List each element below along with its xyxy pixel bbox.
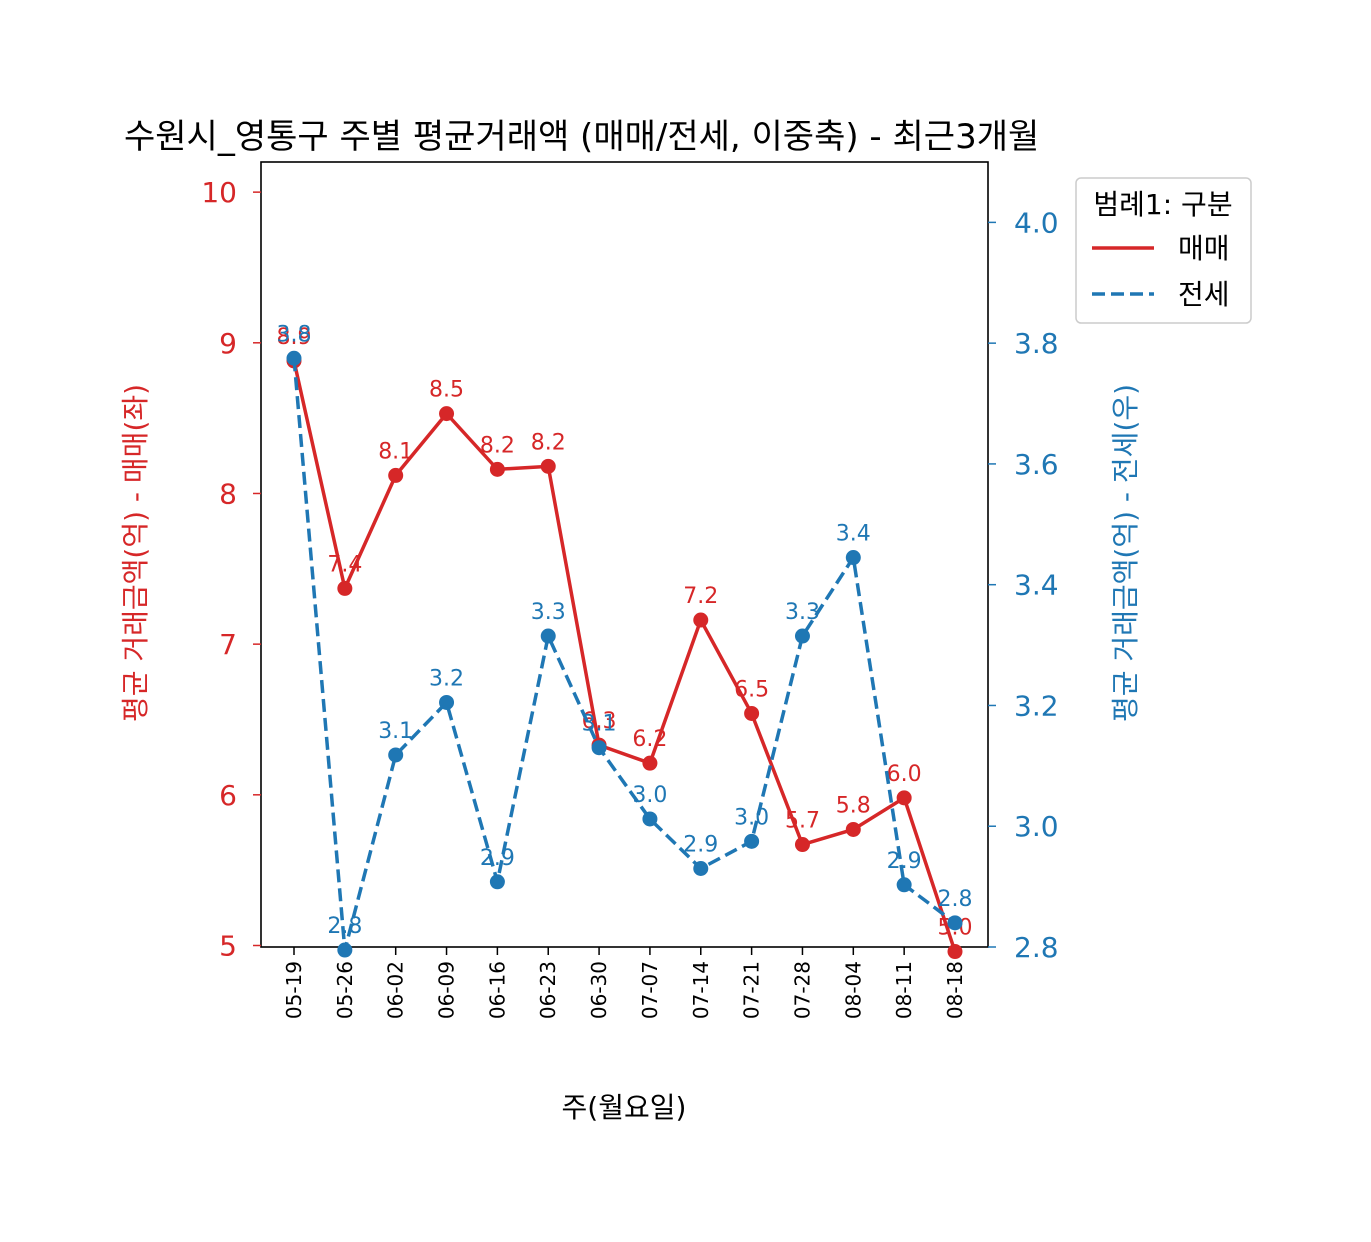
legend-box bbox=[1075, 177, 1252, 324]
data-label-jeonse: 2.9 bbox=[683, 833, 718, 858]
data-label-jeonse: 3.0 bbox=[734, 805, 769, 830]
legend-label-jeonse: 전세 bbox=[1178, 278, 1230, 311]
right-y-tick-label: 3.2 bbox=[1014, 689, 1059, 722]
data-label-sale: 8.9 bbox=[277, 325, 312, 350]
data-label-sale: 5.7 bbox=[785, 809, 820, 834]
left-y-tick-label: 7 bbox=[219, 628, 237, 661]
data-label-sale: 8.1 bbox=[378, 439, 413, 464]
data-point-sale bbox=[489, 461, 505, 477]
right-y-tick-label: 3.4 bbox=[1014, 569, 1059, 602]
right-y-axis-label: 평균 거래금액(억) - 전세(우) bbox=[1109, 384, 1142, 722]
left-y-tick-label: 10 bbox=[201, 176, 237, 209]
x-tick-label: 05-19 bbox=[282, 961, 306, 1019]
data-point-sale bbox=[744, 705, 760, 721]
data-label-sale: 6.0 bbox=[887, 762, 922, 787]
plot-frame bbox=[260, 161, 989, 948]
x-tick-label: 08-18 bbox=[943, 961, 967, 1019]
data-point-sale bbox=[947, 944, 963, 960]
series-line-sale bbox=[292, 360, 957, 953]
data-label-sale: 7.2 bbox=[683, 584, 718, 609]
x-tick-label: 06-16 bbox=[485, 961, 509, 1019]
right-y-tick-label: 3.6 bbox=[1014, 448, 1059, 481]
data-label-sale: 8.2 bbox=[480, 433, 515, 458]
x-tick-label: 07-28 bbox=[790, 961, 814, 1019]
data-label-jeonse: 2.8 bbox=[327, 914, 362, 939]
data-label-jeonse: 3.3 bbox=[785, 600, 820, 625]
data-label-jeonse: 3.8 bbox=[277, 322, 312, 347]
x-axis-label: 주(월요일) bbox=[562, 1091, 687, 1124]
left-y-axis-label: 평균 거래금액(억) - 매매(좌) bbox=[119, 384, 152, 722]
data-label-jeonse: 2.9 bbox=[887, 849, 922, 874]
data-point-jeonse bbox=[642, 811, 658, 827]
plot-area: 05-19 05-26 06-02 06-09 06-16 06-23 06-30 07-07… bbox=[201, 161, 1059, 1019]
data-point-sale bbox=[388, 467, 404, 483]
data-point-jeonse bbox=[845, 550, 861, 566]
x-tick-label: 08-04 bbox=[841, 961, 865, 1019]
right-y-tick-label: 3.8 bbox=[1014, 327, 1059, 360]
x-tick-label: 06-23 bbox=[536, 961, 560, 1019]
chart-title: 수원시_영통구 주별 평균거래액 (매매/전세, 이중축) - 최근3개월 bbox=[124, 117, 1039, 157]
data-point-jeonse bbox=[388, 747, 404, 763]
data-point-jeonse bbox=[337, 942, 353, 958]
data-label-jeonse: 3.0 bbox=[632, 783, 667, 808]
data-point-jeonse bbox=[489, 874, 505, 890]
data-label-sale: 7.4 bbox=[327, 552, 362, 577]
data-point-jeonse bbox=[439, 694, 455, 710]
data-point-sale bbox=[896, 790, 912, 806]
legend-label-sale: 매매 bbox=[1178, 232, 1230, 265]
data-label-sale: 6.2 bbox=[632, 727, 667, 752]
data-label-jeonse: 2.9 bbox=[480, 846, 515, 871]
data-point-sale bbox=[642, 755, 658, 771]
data-label-sale: 6.3 bbox=[582, 709, 617, 734]
right-y-tick-label: 3.0 bbox=[1014, 810, 1059, 843]
left-y-tick-label: 8 bbox=[219, 477, 237, 510]
x-tick-label: 05-26 bbox=[333, 961, 357, 1019]
data-label-sale: 5.8 bbox=[836, 793, 871, 818]
left-y-tick-label: 6 bbox=[219, 779, 237, 812]
data-point-jeonse bbox=[896, 877, 912, 893]
data-point-jeonse bbox=[591, 740, 607, 756]
data-point-sale bbox=[540, 458, 556, 474]
left-y-tick-label: 9 bbox=[219, 327, 237, 360]
data-point-jeonse bbox=[947, 915, 963, 931]
right-y-tick-label: 2.8 bbox=[1014, 931, 1059, 964]
data-label-jeonse: 3.4 bbox=[836, 522, 871, 547]
data-label-jeonse: 3.2 bbox=[429, 666, 464, 691]
x-tick-label: 06-30 bbox=[587, 961, 611, 1019]
x-tick-label: 08-11 bbox=[892, 961, 916, 1019]
data-point-jeonse bbox=[286, 350, 302, 366]
data-label-sale: 8.5 bbox=[429, 378, 464, 403]
x-tick-label: 06-02 bbox=[384, 961, 408, 1019]
data-point-jeonse bbox=[744, 833, 760, 849]
data-point-jeonse bbox=[794, 628, 810, 644]
legend-title: 범례1: 구분 bbox=[1093, 188, 1232, 221]
x-tick-label: 06-09 bbox=[435, 961, 459, 1019]
x-tick-label: 07-07 bbox=[638, 961, 662, 1019]
data-label-jeonse: 3.1 bbox=[582, 712, 617, 737]
left-y-tick-label: 5 bbox=[219, 929, 237, 962]
data-point-jeonse bbox=[693, 861, 709, 876]
series-line-jeonse bbox=[292, 358, 957, 952]
data-point-sale bbox=[337, 580, 353, 596]
data-point-sale bbox=[693, 612, 709, 628]
data-point-sale bbox=[439, 406, 455, 422]
data-point-sale bbox=[794, 837, 810, 853]
right-y-tick-label: 4.0 bbox=[1014, 206, 1059, 239]
data-point-jeonse bbox=[540, 628, 556, 644]
data-label-sale: 8.2 bbox=[531, 430, 566, 455]
x-tick-label: 07-14 bbox=[689, 961, 713, 1019]
data-label-jeonse: 3.1 bbox=[378, 719, 413, 744]
data-label-sale: 6.5 bbox=[734, 677, 769, 702]
data-label-jeonse: 3.3 bbox=[531, 600, 566, 625]
x-tick-label: 07-21 bbox=[740, 961, 764, 1019]
data-label-jeonse: 2.8 bbox=[938, 887, 973, 912]
data-point-sale bbox=[845, 821, 861, 837]
